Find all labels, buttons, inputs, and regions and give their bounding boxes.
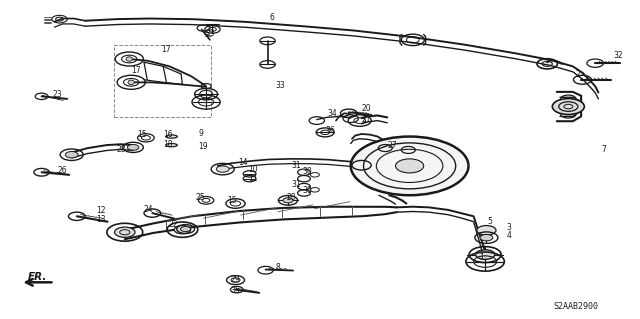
- Text: 31: 31: [291, 180, 301, 189]
- Circle shape: [65, 152, 78, 158]
- Text: 24: 24: [143, 205, 154, 214]
- Text: S2AAB2900: S2AAB2900: [554, 302, 598, 311]
- Text: 20: 20: [362, 104, 371, 113]
- Text: 1: 1: [479, 253, 483, 262]
- Text: 23: 23: [52, 90, 63, 99]
- Text: 12: 12: [97, 206, 106, 215]
- Text: 15: 15: [227, 196, 237, 205]
- Text: 28: 28: [117, 145, 126, 154]
- Ellipse shape: [166, 135, 177, 138]
- Circle shape: [180, 226, 191, 232]
- Text: 14: 14: [238, 158, 248, 167]
- Text: 9: 9: [198, 130, 204, 138]
- Circle shape: [476, 250, 495, 259]
- Text: 27: 27: [387, 141, 397, 150]
- Text: 30: 30: [302, 186, 312, 195]
- Text: 32: 32: [613, 51, 623, 60]
- Circle shape: [115, 227, 135, 237]
- Circle shape: [127, 145, 139, 150]
- Text: 13: 13: [96, 215, 106, 224]
- Text: 31: 31: [291, 161, 301, 170]
- Circle shape: [396, 159, 424, 173]
- Text: 30: 30: [302, 167, 312, 176]
- Text: 7: 7: [602, 145, 607, 154]
- Circle shape: [351, 137, 468, 195]
- Circle shape: [283, 198, 293, 203]
- Text: 18: 18: [163, 140, 172, 149]
- Text: 15: 15: [137, 130, 147, 139]
- Ellipse shape: [128, 80, 134, 85]
- Circle shape: [477, 226, 496, 235]
- Circle shape: [216, 166, 229, 172]
- Text: 16: 16: [163, 130, 173, 139]
- Text: 22: 22: [168, 220, 177, 229]
- Circle shape: [480, 234, 493, 241]
- Bar: [114, 45, 211, 117]
- Circle shape: [552, 99, 584, 115]
- Circle shape: [174, 226, 191, 234]
- Text: 25: 25: [195, 193, 205, 202]
- Text: 23: 23: [205, 29, 215, 38]
- Text: 26: 26: [58, 166, 68, 175]
- Text: 33: 33: [275, 81, 285, 90]
- Text: 17: 17: [131, 66, 141, 75]
- Text: 5: 5: [488, 217, 493, 226]
- Text: 6: 6: [269, 13, 275, 22]
- Text: 17: 17: [161, 45, 172, 54]
- Text: FR.: FR.: [28, 272, 47, 282]
- Text: 21: 21: [362, 115, 371, 124]
- Text: 36: 36: [325, 126, 335, 135]
- Text: 34: 34: [328, 109, 337, 118]
- Text: 35: 35: [230, 286, 240, 295]
- Text: 10: 10: [248, 165, 258, 174]
- Text: 19: 19: [198, 142, 208, 151]
- Ellipse shape: [126, 57, 132, 61]
- Text: 8: 8: [275, 263, 280, 272]
- Text: 2: 2: [576, 70, 580, 79]
- Text: 11: 11: [248, 174, 258, 182]
- Text: 4: 4: [507, 231, 512, 240]
- Ellipse shape: [166, 144, 177, 147]
- Text: 28: 28: [287, 193, 296, 202]
- Text: 3: 3: [507, 223, 512, 232]
- Text: 29: 29: [230, 275, 240, 284]
